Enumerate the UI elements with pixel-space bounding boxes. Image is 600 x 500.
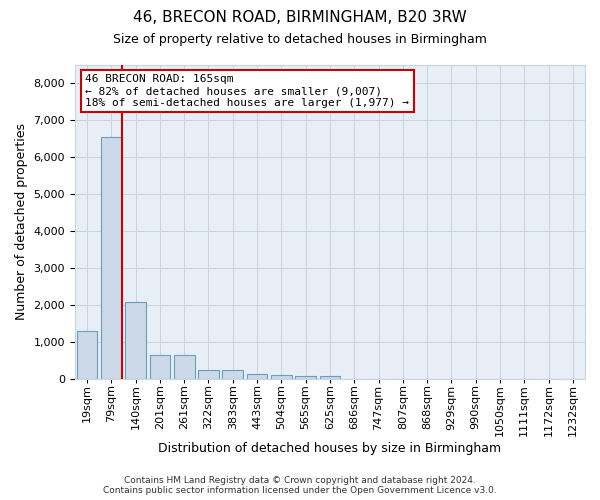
Bar (77, 331, 97, 379)
Bar (223, 370, 243, 379)
Text: 46, BRECON ROAD, BIRMINGHAM, B20 3RW: 46, BRECON ROAD, BIRMINGHAM, B20 3RW (133, 10, 467, 25)
Bar (125, 302, 146, 379)
Text: Contains HM Land Registry data © Crown copyright and database right 2024.
Contai: Contains HM Land Registry data © Crown c… (103, 476, 497, 495)
Text: Size of property relative to detached houses in Birmingham: Size of property relative to detached ho… (113, 32, 487, 46)
Text: 46 BRECON ROAD: 165sqm
← 82% of detached houses are smaller (9,007)
18% of semi-: 46 BRECON ROAD: 165sqm ← 82% of detached… (85, 74, 409, 108)
Bar (198, 370, 219, 379)
Bar (247, 374, 268, 379)
Bar (295, 376, 316, 379)
Bar (149, 354, 170, 379)
Bar (174, 356, 194, 379)
Bar (320, 376, 340, 379)
Bar (101, 137, 122, 379)
Y-axis label: Number of detached properties: Number of detached properties (15, 124, 28, 320)
Bar (271, 376, 292, 379)
X-axis label: Distribution of detached houses by size in Birmingham: Distribution of detached houses by size … (158, 442, 502, 455)
